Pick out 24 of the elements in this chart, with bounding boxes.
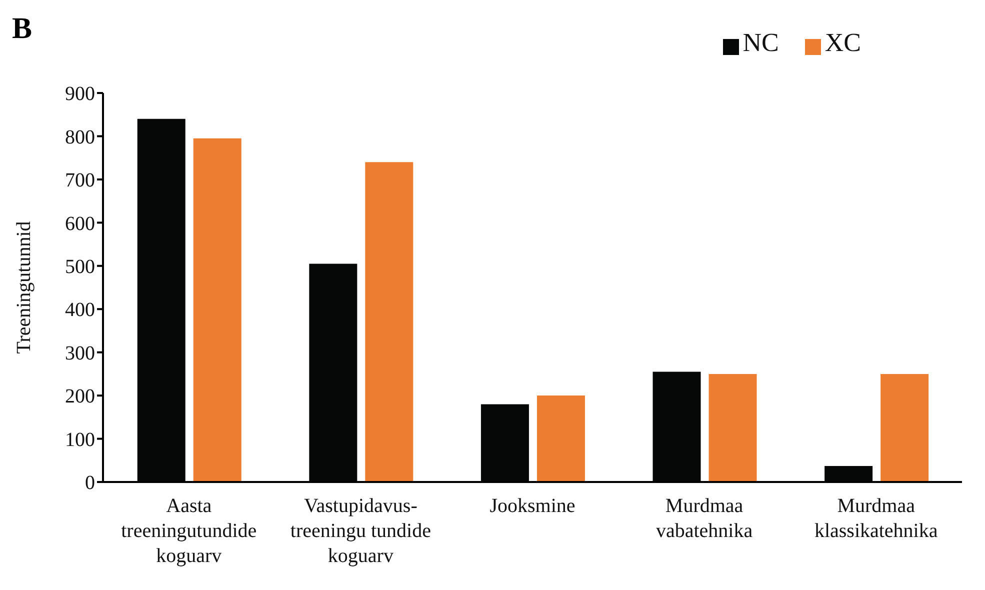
bar	[708, 374, 757, 482]
y-tick-label: 400	[65, 299, 95, 322]
x-tick-label: Murdmaa vabatehnika	[656, 495, 753, 542]
x-tick-label: Murdmaa klassikatehnika	[814, 495, 938, 542]
bar	[880, 374, 929, 482]
bar	[365, 162, 414, 482]
bar	[193, 138, 242, 482]
x-tick-label: Vastupidavus- treeningu tundide koguarv	[290, 495, 432, 567]
y-tick-label: 600	[65, 212, 95, 235]
legend-label: NC	[742, 28, 779, 57]
x-tick-label: Aasta treeningutundide koguarv	[121, 495, 257, 567]
text: B	[12, 12, 32, 46]
y-tick-label: 200	[65, 386, 95, 408]
y-tick-label: 100	[65, 428, 95, 451]
x-tick-label: Jooksmine	[490, 495, 576, 517]
y-tick-label: 700	[65, 170, 95, 192]
y-axis-title: Treeningutunnid	[13, 221, 36, 354]
y-tick-label: 0	[85, 472, 95, 494]
y-tick-label: 500	[65, 256, 95, 278]
y-tick-label: 300	[65, 342, 95, 364]
bar	[536, 396, 585, 482]
y-tick-label: 800	[65, 126, 95, 148]
legend-label: XC	[824, 28, 861, 57]
y-tick-label: 900	[65, 83, 95, 106]
